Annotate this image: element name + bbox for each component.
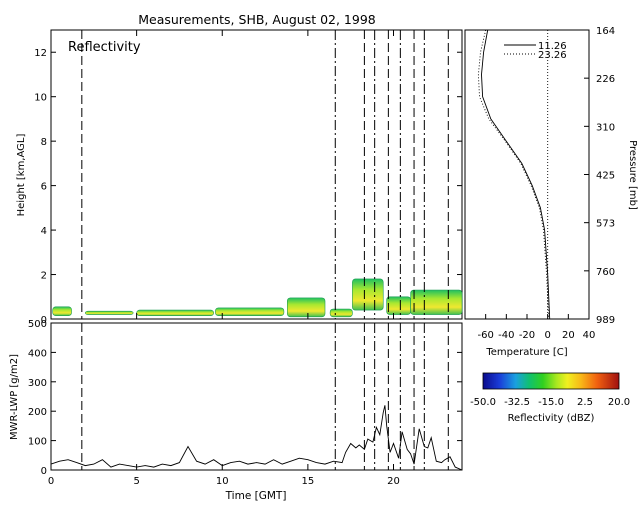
sounding-x-axis-label: Temperature [C] xyxy=(485,347,567,358)
reflectivity-colorbar xyxy=(482,372,620,390)
lwp-line xyxy=(50,405,463,471)
refl-y-tick-label: 6 xyxy=(41,182,47,193)
echo-layer xyxy=(84,310,134,315)
lwp-y-axis-label: MWR-LWP [g/m2] xyxy=(9,354,20,440)
lwp-x-tick-label: 5 xyxy=(133,476,139,487)
reflectivity-echoes xyxy=(52,278,463,318)
sounding-profile xyxy=(477,29,550,320)
colorbar-label: Reflectivity (dBZ) xyxy=(508,413,595,424)
temperature-tick-label: -60 xyxy=(477,330,493,341)
echo-layer xyxy=(136,309,214,316)
lwp-x-axis-label: Time [GMT] xyxy=(225,490,287,502)
refl-y-tick-label: 4 xyxy=(41,226,47,237)
lwp-x-tick-label: 0 xyxy=(48,476,54,487)
refl-y-tick-label: 10 xyxy=(34,93,47,104)
sounding-legend-label: 23.26 xyxy=(538,50,567,61)
chart-title: Measurements, SHB, August 02, 1998 xyxy=(138,12,376,27)
sounding-profiles xyxy=(477,29,551,320)
pressure-tick-label: 760 xyxy=(596,267,615,278)
lwp-y-tick-label: 500 xyxy=(28,319,47,330)
reflectivity-panel-label: Reflectivity xyxy=(68,40,141,55)
colorbar-tick-label: -50.0 xyxy=(470,397,496,408)
pressure-tick-label: 989 xyxy=(596,315,615,326)
colorbar-tick-label: -15.0 xyxy=(538,397,564,408)
echo-layer xyxy=(52,306,72,316)
lwp-y-ticks: 0 100 200 300 400 500 xyxy=(28,319,462,477)
pressure-tick-label: 310 xyxy=(596,122,615,133)
lwp-y-tick-label: 0 xyxy=(41,466,47,477)
lwp-x-tick-label: 10 xyxy=(216,476,229,487)
reflectivity-x-ticks xyxy=(50,30,394,319)
reflectivity-y-axis-label: Height [km,AGL] xyxy=(16,134,27,217)
sounding-legend-label: 11.26 xyxy=(538,41,567,52)
refl-y-tick-label: 8 xyxy=(41,137,47,148)
sounding-pressure-ticks: 164 226 310 425 573 760 989 xyxy=(584,26,615,326)
temperature-tick-label: -40 xyxy=(498,330,514,341)
colorbar-tick-label: 2.5 xyxy=(577,397,593,408)
pressure-tick-label: 164 xyxy=(596,26,615,37)
temperature-tick-label: 20 xyxy=(562,330,575,341)
colorbar-tick-label: -32.5 xyxy=(504,397,530,408)
reflectivity-sonde-lines xyxy=(81,30,449,319)
lwp-x-tick-label: 20 xyxy=(387,476,400,487)
echo-layer xyxy=(215,307,285,316)
lwp-y-tick-label: 100 xyxy=(28,437,47,448)
temperature-tick-label: 40 xyxy=(583,330,596,341)
echo-layer xyxy=(386,296,411,315)
lwp-y-tick-label: 300 xyxy=(28,378,47,389)
pressure-tick-label: 226 xyxy=(596,74,615,85)
refl-y-tick-label: 0 xyxy=(41,315,47,326)
colorbar-tick-labels: -50.0 -32.5 -15.0 2.5 20.0 xyxy=(470,397,630,408)
sounding-temperature-ticks: -60 -40 -20 0 20 40 xyxy=(477,314,595,341)
lwp-y-tick-label: 200 xyxy=(28,407,47,418)
pressure-tick-label: 573 xyxy=(596,219,615,230)
refl-y-tick-label: 12 xyxy=(34,48,47,59)
reflectivity-y-ticks: 0 2 4 6 8 10 12 xyxy=(34,48,462,326)
temperature-tick-label: -20 xyxy=(519,330,535,341)
echo-layer xyxy=(287,297,326,318)
echo-layer xyxy=(329,308,353,318)
colorbar-tick-label: 20.0 xyxy=(608,397,630,408)
echo-layer xyxy=(410,289,463,315)
echo-layer xyxy=(352,278,384,311)
refl-y-tick-label: 2 xyxy=(41,271,47,282)
lwp-series xyxy=(50,405,463,471)
lwp-x-ticks: 0 5 10 15 20 xyxy=(48,464,400,487)
lwp-sonde-lines xyxy=(81,323,449,470)
sounding-profile xyxy=(481,29,551,320)
lwp-plot-frame xyxy=(50,322,463,471)
pressure-tick-label: 425 xyxy=(596,171,615,182)
sounding-y-axis-label: Pressure [mb] xyxy=(627,140,638,210)
lwp-y-tick-label: 400 xyxy=(28,348,47,359)
lwp-x-tick-label: 15 xyxy=(302,476,315,487)
temperature-tick-label: 0 xyxy=(544,330,550,341)
reflectivity-plot-frame xyxy=(50,29,463,320)
